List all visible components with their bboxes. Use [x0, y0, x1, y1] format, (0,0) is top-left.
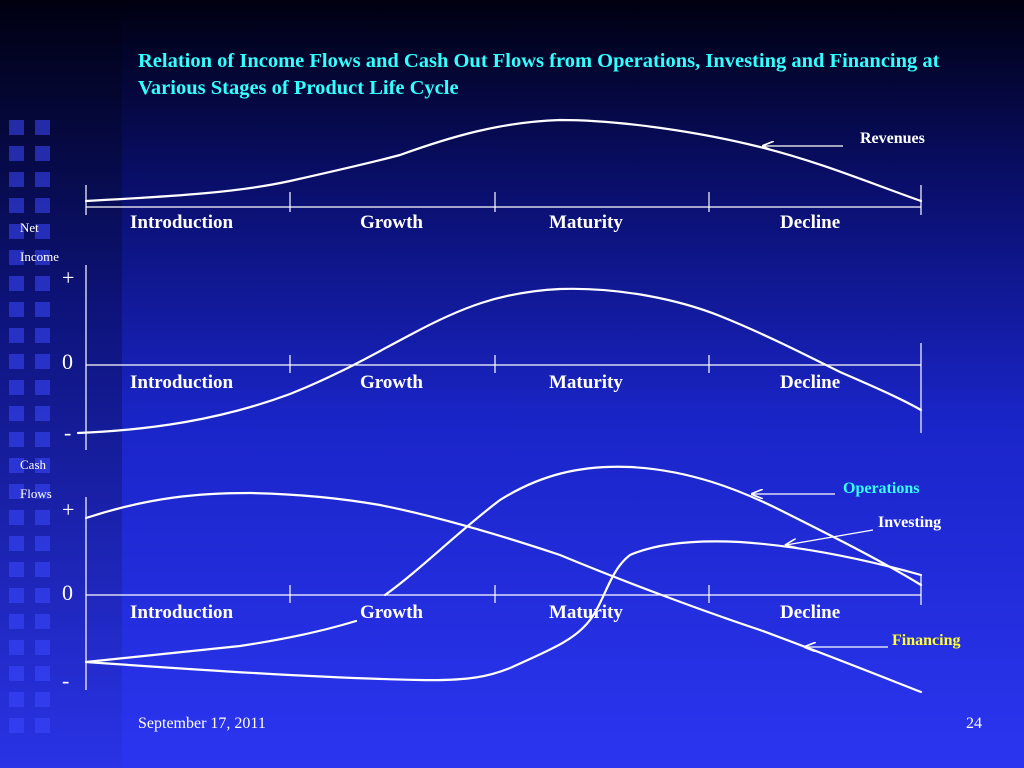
investing-arrow: [786, 529, 874, 545]
decorative-square: [35, 614, 50, 629]
stage-label-introduction: Introduction: [130, 212, 234, 233]
net-income-plus: +: [62, 265, 74, 290]
decorative-square: [9, 432, 24, 447]
decorative-square: [9, 302, 24, 317]
investing-curve: [84, 540, 923, 682]
stage-label-decline: Decline: [780, 212, 840, 233]
stage-label-growth: Growth: [360, 212, 423, 233]
stage-label-decline: Decline: [780, 372, 840, 393]
operations-curve: [383, 465, 923, 597]
operations-label: Operations: [843, 480, 919, 497]
decorative-square: [9, 172, 24, 187]
decorative-square: [9, 588, 24, 603]
decorative-square: [9, 328, 24, 343]
stage-label-maturity: Maturity: [549, 602, 623, 623]
decorative-square: [35, 406, 50, 421]
decorative-square: [35, 380, 50, 395]
decorative-square: [35, 562, 50, 577]
revenues-curve: [84, 118, 923, 203]
page-number: 24: [966, 715, 982, 732]
stage-label-maturity: Maturity: [549, 372, 623, 393]
slide-title: Relation of Income Flows and Cash Out Fl…: [138, 50, 940, 99]
financing-label: Financing: [892, 632, 960, 649]
decorative-square: [9, 224, 24, 239]
cash-flows-plus: +: [62, 497, 74, 522]
decorative-square: [35, 172, 50, 187]
cash-flows-label-line2: Flows: [20, 486, 52, 501]
decorative-square: [9, 276, 24, 291]
cash-flows-label-line1: Cash: [20, 457, 47, 472]
revenues-panel: Revenues Introduction Growth Maturity De…: [84, 118, 925, 233]
cash-flows-panel: Cash Flows + 0 - Operations Investing Fi…: [20, 457, 960, 694]
net-income-zero: 0: [62, 349, 73, 374]
stage-label-decline: Decline: [780, 602, 840, 623]
footer-date: September 17, 2011: [138, 715, 266, 732]
decorative-square: [35, 120, 50, 135]
stage-label-maturity: Maturity: [549, 212, 623, 233]
decorative-square: [35, 302, 50, 317]
decorative-square: [35, 224, 50, 239]
decorative-square: [9, 146, 24, 161]
decorative-square: [9, 120, 24, 135]
decorative-square: [35, 328, 50, 343]
stage-label-introduction: Introduction: [130, 602, 234, 623]
net-income-label-line1: Net: [20, 220, 39, 235]
decorative-square: [35, 510, 50, 525]
stage-label-introduction: Introduction: [130, 372, 234, 393]
operations-curve: [84, 619, 358, 664]
decorative-square: [9, 692, 24, 707]
decorative-square: [35, 536, 50, 551]
financing-curve: [84, 491, 923, 694]
decorative-square: [9, 406, 24, 421]
decorative-square: [35, 432, 50, 447]
cash-flows-minus: -: [62, 668, 69, 693]
stage-label-growth: Growth: [360, 372, 423, 393]
decorative-square: [35, 692, 50, 707]
decorative-square: [35, 276, 50, 291]
net-income-curve: [76, 287, 923, 435]
revenues-label: Revenues: [860, 130, 925, 147]
decorative-square: [35, 250, 50, 265]
net-income-minus: -: [64, 420, 71, 445]
decorative-square: [9, 614, 24, 629]
decorative-square: [9, 458, 24, 473]
decorative-square: [35, 588, 50, 603]
decorative-square: [9, 484, 24, 499]
decorative-square: [35, 484, 50, 499]
decorative-square: [9, 536, 24, 551]
net-income-label-line2: Income: [20, 249, 59, 264]
decorative-squares: [0, 0, 122, 768]
decorative-square: [9, 640, 24, 655]
decorative-square: [35, 354, 50, 369]
decorative-square: [9, 198, 24, 213]
decorative-square: [35, 146, 50, 161]
decorative-square: [9, 510, 24, 525]
decorative-square: [35, 458, 50, 473]
cash-flows-zero: 0: [62, 580, 73, 605]
decorative-square: [35, 640, 50, 655]
decorative-square: [35, 666, 50, 681]
investing-label: Investing: [878, 514, 941, 531]
decorative-square: [35, 198, 50, 213]
decorative-square: [9, 250, 24, 265]
decorative-square: [9, 380, 24, 395]
net-income-panel: Net Income + 0 - Introduction Growth Mat…: [20, 220, 923, 450]
decorative-square: [9, 666, 24, 681]
decorative-square: [9, 562, 24, 577]
decorative-square: [35, 718, 50, 733]
stage-label-growth: Growth: [360, 602, 423, 623]
decorative-square: [9, 354, 24, 369]
decorative-square: [9, 718, 24, 733]
